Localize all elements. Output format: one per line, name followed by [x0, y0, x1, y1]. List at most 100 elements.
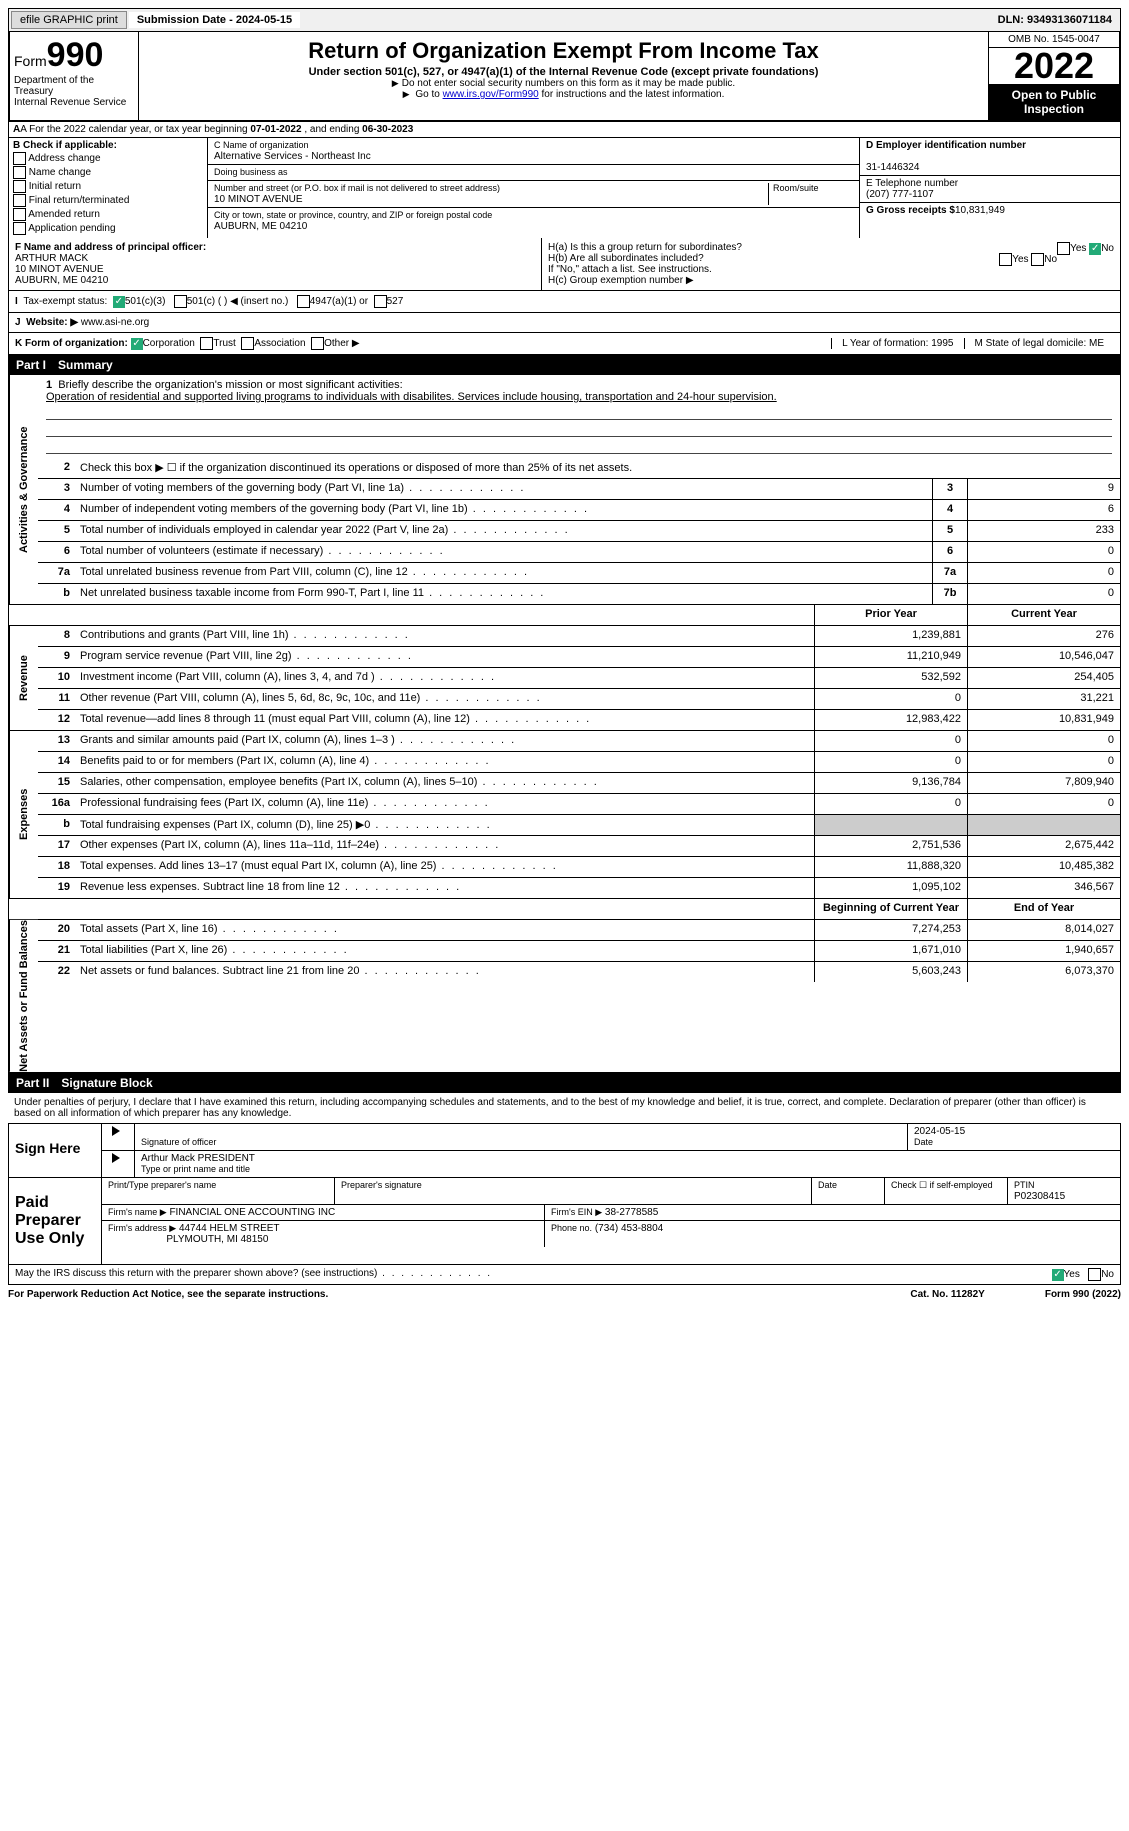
paid-preparer-block: Paid Preparer Use Only Print/Type prepar…	[8, 1178, 1121, 1265]
firm-name: FINANCIAL ONE ACCOUNTING INC	[169, 1207, 335, 1218]
sig-date-label: Date	[914, 1137, 933, 1147]
table-row: 5Total number of individuals employed in…	[38, 521, 1120, 542]
l-year: L Year of formation: 1995	[831, 338, 963, 349]
arrow-icon	[112, 1126, 120, 1136]
ha-yes[interactable]	[1057, 242, 1070, 255]
irs-label: Internal Revenue Service	[14, 97, 134, 108]
chk-amended[interactable]: Amended return	[13, 208, 203, 221]
chk-other[interactable]	[311, 337, 324, 350]
form-subtitle: Under section 501(c), 527, or 4947(a)(1)…	[143, 66, 984, 78]
prep-name-label: Print/Type preparer's name	[108, 1180, 216, 1190]
side-expenses: Expenses	[9, 731, 38, 898]
hdr-bcy: Beginning of Current Year	[814, 899, 967, 919]
table-row: bTotal fundraising expenses (Part IX, co…	[38, 815, 1120, 836]
chk-initial[interactable]: Initial return	[13, 180, 203, 193]
chk-4947[interactable]	[297, 295, 310, 308]
col-b-label: B Check if applicable:	[13, 140, 117, 151]
chk-501c3[interactable]: ✓	[113, 296, 125, 308]
table-row: 20Total assets (Part X, line 16)7,274,25…	[38, 920, 1120, 941]
table-row: 9Program service revenue (Part VIII, lin…	[38, 647, 1120, 668]
sign-here-label: Sign Here	[9, 1124, 102, 1177]
footer-cat: Cat. No. 11282Y	[910, 1289, 984, 1300]
part-1-title: Summary	[58, 358, 113, 372]
table-row: 12Total revenue—add lines 8 through 11 (…	[38, 710, 1120, 730]
hb-yes[interactable]	[999, 253, 1012, 266]
sig-date: 2024-05-15	[914, 1126, 965, 1137]
chk-pending[interactable]: Application pending	[13, 222, 203, 235]
addr-label: Number and street (or P.O. box if mail i…	[214, 183, 500, 193]
row-f-h: F Name and address of principal officer:…	[8, 238, 1121, 291]
m-state: M State of legal domicile: ME	[964, 338, 1115, 349]
line-1-num: 1	[46, 379, 52, 391]
website-value: www.asi-ne.org	[81, 317, 149, 328]
chk-trust[interactable]	[200, 337, 213, 350]
ha-no-checked[interactable]: ✓	[1089, 243, 1101, 255]
side-revenue: Revenue	[9, 626, 38, 730]
irs-link[interactable]: www.irs.gov/Form990	[443, 89, 539, 100]
prep-phone: (734) 453-8804	[595, 1223, 663, 1234]
form-header: Form990 Department of the Treasury Inter…	[8, 32, 1121, 122]
officer-addr1: 10 MINOT AVENUE	[15, 264, 104, 275]
table-row: 4Number of independent voting members of…	[38, 500, 1120, 521]
sig-name-label: Type or print name and title	[141, 1164, 250, 1174]
firm-addr2: PLYMOUTH, MI 48150	[166, 1234, 268, 1245]
table-row: 14Benefits paid to or for members (Part …	[38, 752, 1120, 773]
prep-date-label: Date	[818, 1180, 837, 1190]
footer-left: For Paperwork Reduction Act Notice, see …	[8, 1289, 328, 1300]
part-1-num: Part I	[16, 358, 58, 372]
goto-note: Go to www.irs.gov/Form990 for instructio…	[143, 89, 984, 100]
penalties-text: Under penalties of perjury, I declare th…	[8, 1093, 1121, 1123]
website-label: Website: ▶	[26, 317, 78, 328]
chk-corp[interactable]: ✓	[131, 338, 143, 350]
table-row: 10Investment income (Part VIII, column (…	[38, 668, 1120, 689]
hdr-eoy: End of Year	[967, 899, 1120, 919]
submission-date: Submission Date - 2024-05-15	[129, 12, 300, 28]
hc-label: H(c) Group exemption number ▶	[548, 275, 1114, 286]
firm-name-label: Firm's name ▶	[108, 1207, 167, 1217]
org-name-label: C Name of organization	[214, 140, 309, 150]
discuss-yes[interactable]: ✓	[1052, 1269, 1064, 1281]
mission-text: Operation of residential and supported l…	[46, 391, 777, 403]
ein-value: 31-1446324	[866, 162, 919, 173]
period-begin: 07-01-2022	[250, 124, 301, 135]
table-row: 13Grants and similar amounts paid (Part …	[38, 731, 1120, 752]
gross-label: G Gross receipts $	[866, 205, 955, 216]
hb-label: H(b) Are all subordinates included?	[548, 253, 704, 264]
row-a-period: AA For the 2022 calendar year, or tax ye…	[8, 122, 1121, 138]
officer-name: ARTHUR MACK	[15, 253, 88, 264]
table-row: 8Contributions and grants (Part VIII, li…	[38, 626, 1120, 647]
website-row: J Website: ▶ www.asi-ne.org	[8, 313, 1121, 333]
efile-print-button[interactable]: efile GRAPHIC print	[11, 11, 127, 29]
chk-527[interactable]	[374, 295, 387, 308]
chk-name[interactable]: Name change	[13, 166, 203, 179]
top-bar: efile GRAPHIC print Submission Date - 20…	[8, 8, 1121, 32]
chk-final[interactable]: Final return/terminated	[13, 194, 203, 207]
page-footer: For Paperwork Reduction Act Notice, see …	[8, 1285, 1121, 1304]
phone-label: E Telephone number	[866, 178, 958, 189]
phone-value: (207) 777-1107	[866, 189, 934, 200]
chk-501c[interactable]	[174, 295, 187, 308]
discuss-no[interactable]	[1088, 1268, 1101, 1281]
firm-addr-label: Firm's address ▶	[108, 1223, 176, 1233]
sig-officer-label: Signature of officer	[141, 1137, 216, 1147]
col-b-checks: B Check if applicable: Address change Na…	[9, 138, 208, 238]
chk-address[interactable]: Address change	[13, 152, 203, 165]
goto-post: for instructions and the latest informat…	[539, 89, 725, 100]
hdr-current-year: Current Year	[967, 605, 1120, 625]
dba-label: Doing business as	[214, 167, 288, 177]
col-c-name-addr: C Name of organization Alternative Servi…	[208, 138, 860, 238]
part-2-header: Part II Signature Block	[8, 1073, 1121, 1093]
period-pre: A For the 2022 calendar year, or tax yea…	[20, 124, 250, 135]
part-2-title: Signature Block	[61, 1076, 152, 1090]
chk-assoc[interactable]	[241, 337, 254, 350]
form-number: 990	[47, 36, 104, 74]
arrow-icon-2	[112, 1153, 120, 1163]
tax-year: 2022	[989, 48, 1119, 84]
hdr-prior-year: Prior Year	[814, 605, 967, 625]
city-value: AUBURN, ME 04210	[214, 221, 307, 232]
table-row: 15Salaries, other compensation, employee…	[38, 773, 1120, 794]
hb-no[interactable]	[1031, 253, 1044, 266]
period-end: 06-30-2023	[362, 124, 413, 135]
part-2-num: Part II	[16, 1076, 61, 1090]
prep-sig-label: Preparer's signature	[341, 1180, 422, 1190]
